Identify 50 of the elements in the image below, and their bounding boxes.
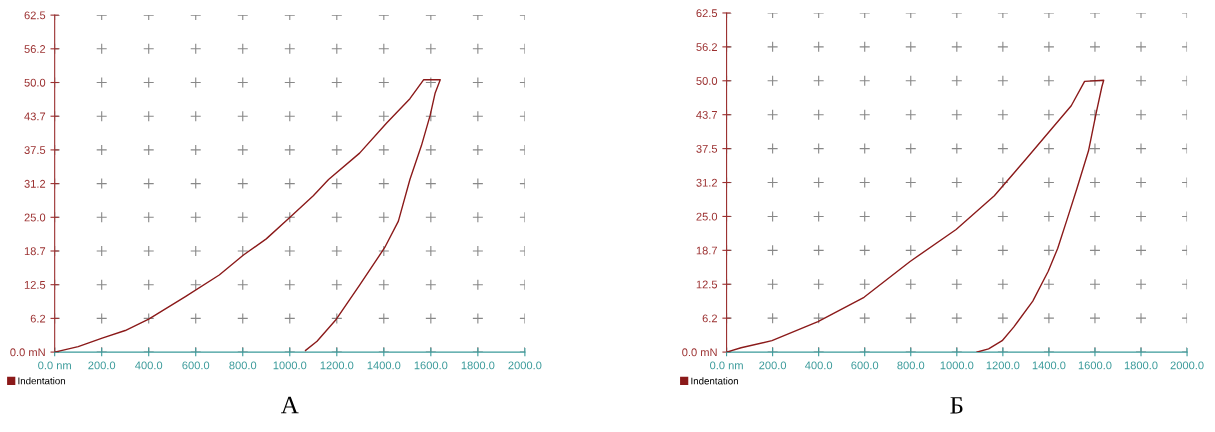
y-tick-label: 62.5 [24, 11, 46, 20]
legend-label: Indentation [691, 377, 738, 385]
line-series [54, 79, 441, 353]
y-tick-label: 31.2 [24, 179, 46, 188]
x-tick-label: 0.0 nm [38, 361, 71, 370]
x-tick-label: 1800.0 [1124, 361, 1158, 370]
line-series [726, 79, 1105, 353]
x-tick-label: 400.0 [805, 361, 833, 370]
x-tick-label: 1400.0 [1032, 361, 1066, 370]
x-tick-label: 1200.0 [320, 361, 354, 370]
y-tick-label: 62.5 [696, 9, 718, 18]
text: Б [950, 397, 963, 414]
x-tick-label: 200.0 [88, 361, 116, 370]
y-tick-label: 31.2 [696, 178, 717, 187]
y-tick-label: 12.5 [696, 280, 718, 289]
y-tick-label: 0.0 mN [10, 348, 45, 357]
legend-label: Indentation [18, 377, 66, 385]
x-tick-label: 1000.0 [940, 361, 974, 370]
x-tick-label: 2000.0 [1170, 361, 1204, 370]
y-tick-label: 12.5 [24, 280, 46, 289]
y-tick-label: 43.7 [696, 110, 717, 119]
y-tick-label: 6.2 [702, 314, 717, 323]
y-tick-label: 37.5 [696, 144, 718, 153]
y-tick-label: 18.7 [24, 247, 46, 256]
y-tick-label: 6.2 [30, 314, 46, 323]
y-tick-label: 37.5 [24, 146, 46, 155]
x-tick-label: 0.0 nm [710, 361, 743, 370]
y-tick-label: 18.7 [696, 246, 717, 255]
x-tick-label: 800.0 [229, 361, 257, 370]
x-tick-label: 800.0 [897, 361, 925, 370]
x-tick-label: 2000.0 [508, 361, 542, 370]
y-tick-label: 43.7 [24, 112, 46, 121]
y-tick-label: 50.0 [696, 77, 718, 85]
x-tick-label: 600.0 [851, 361, 879, 370]
y-tick-label: 56.2 [696, 43, 717, 52]
x-tick-label: 400.0 [135, 361, 163, 370]
text: А [281, 396, 299, 414]
x-tick-label: 1800.0 [461, 361, 495, 370]
y-tick-label: 50.0 [24, 78, 46, 87]
x-tick-label: 1200.0 [986, 361, 1020, 370]
x-tick-label: 1400.0 [367, 361, 401, 370]
y-tick-label: 25.0 [24, 213, 46, 222]
y-tick-label: 25.0 [696, 212, 718, 221]
x-tick-label: 1600.0 [414, 361, 448, 370]
x-tick-label: 1600.0 [1078, 361, 1112, 370]
y-tick-label: 0.0 mN [682, 348, 717, 357]
y-tick-label: 56.2 [24, 45, 46, 53]
x-tick-label: 1000.0 [273, 361, 307, 370]
x-tick-label: 600.0 [182, 361, 210, 370]
x-tick-label: 200.0 [759, 361, 787, 370]
